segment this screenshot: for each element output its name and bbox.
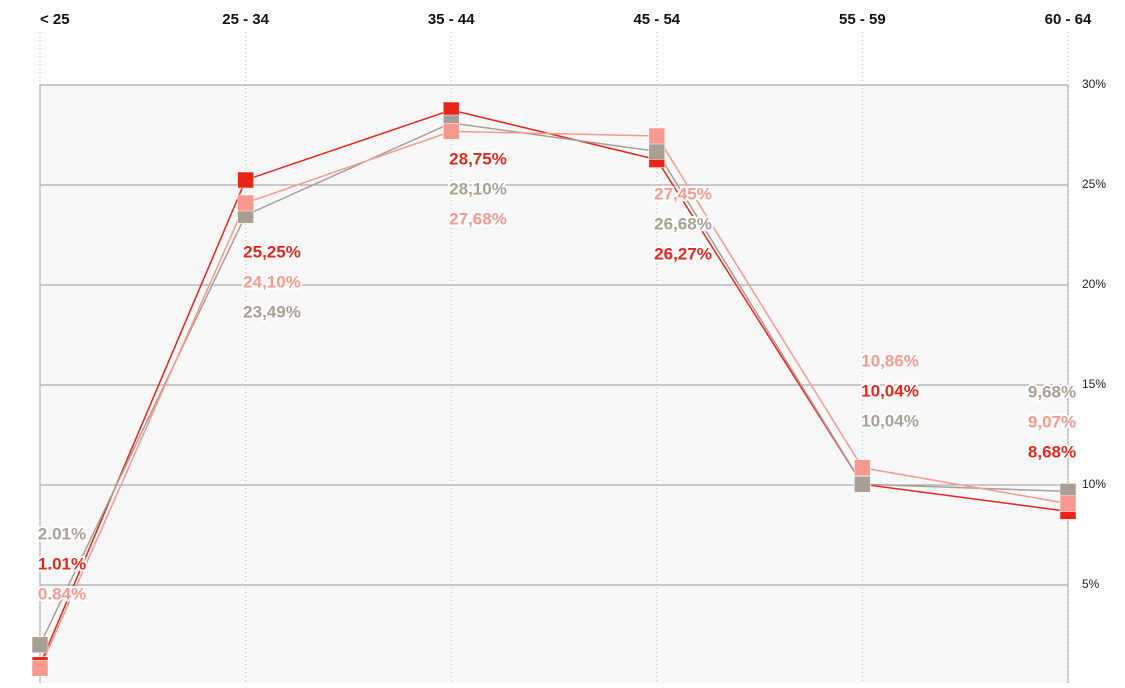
marker — [31, 636, 49, 654]
x-tick-label: 25 - 34 — [222, 11, 269, 28]
value-label: 25,25% — [243, 242, 301, 261]
marker — [442, 123, 460, 140]
value-label: 28,75% — [449, 149, 507, 168]
y-tick-label: 5% — [1082, 577, 1100, 591]
value-label: 10,04% — [861, 381, 919, 400]
value-label: 2.01% — [38, 524, 86, 543]
marker — [854, 459, 871, 477]
value-label: 26,68% — [654, 214, 712, 233]
marker — [237, 194, 254, 212]
value-label: 9,07% — [1028, 412, 1076, 431]
value-label: 10,86% — [861, 351, 919, 370]
x-tick-label: 60 - 64 — [1045, 11, 1092, 28]
marker — [854, 475, 871, 493]
value-label: 0.84% — [38, 584, 86, 603]
value-label: 10,04% — [861, 411, 919, 430]
series-line — [39, 109, 1069, 666]
value-label: 26,27% — [654, 244, 712, 263]
value-label: 23,49% — [243, 302, 301, 321]
value-label: 9,68% — [1028, 382, 1076, 401]
marker — [237, 171, 254, 189]
value-label: 1.01% — [38, 554, 86, 573]
x-tick-label: 45 - 54 — [633, 11, 680, 28]
value-label: 27,45% — [654, 184, 712, 203]
marker — [31, 659, 49, 677]
x-tick-label: < 25 — [40, 11, 70, 28]
value-label: 27,68% — [449, 209, 507, 228]
marker — [648, 127, 666, 145]
value-label: 24,10% — [243, 272, 301, 291]
y-tick-label: 25% — [1082, 177, 1106, 191]
y-tick-label: 30% — [1082, 77, 1106, 91]
value-label: 8,68% — [1028, 442, 1076, 461]
marker — [1059, 495, 1077, 512]
series-line — [39, 130, 1069, 669]
series-line — [39, 122, 1069, 646]
x-tick-label: 55 - 59 — [839, 11, 886, 28]
y-tick-label: 20% — [1082, 277, 1106, 291]
y-tick-label: 15% — [1082, 377, 1106, 391]
y-tick-label: 10% — [1082, 477, 1106, 491]
value-label: 28,10% — [449, 179, 507, 198]
marker — [648, 143, 666, 160]
x-tick-label: 35 - 44 — [428, 11, 475, 28]
